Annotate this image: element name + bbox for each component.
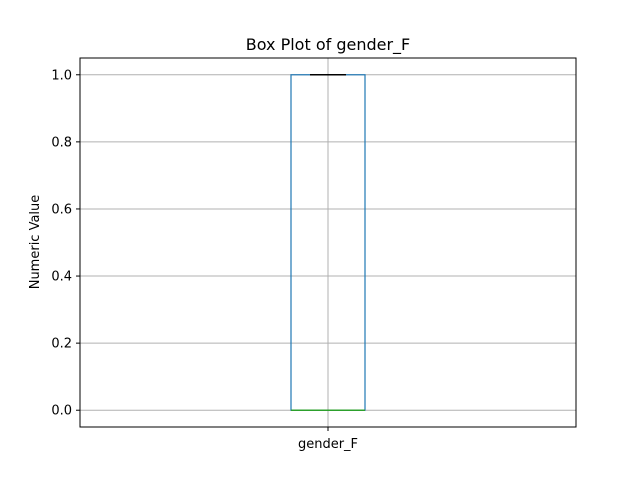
y-tick-label: 0.2 [51, 337, 72, 352]
y-tick-label: 0.8 [51, 135, 72, 150]
y-tick-label: 0.4 [51, 270, 72, 285]
grid-lines [80, 58, 576, 427]
chart-title: Box Plot of gender_F [246, 35, 411, 55]
plot-area [290, 74, 366, 411]
x-axis-ticks: gender_F [298, 427, 358, 452]
y-tick-label: 1.0 [51, 68, 72, 83]
y-tick-label: 0.0 [51, 404, 72, 419]
y-tick-label: 0.6 [51, 202, 72, 217]
x-tick-label: gender_F [298, 437, 358, 452]
y-axis-ticks: 0.0 0.2 0.4 0.6 0.8 1.0 [51, 68, 80, 419]
y-axis-label: Numeric Value [28, 195, 43, 290]
